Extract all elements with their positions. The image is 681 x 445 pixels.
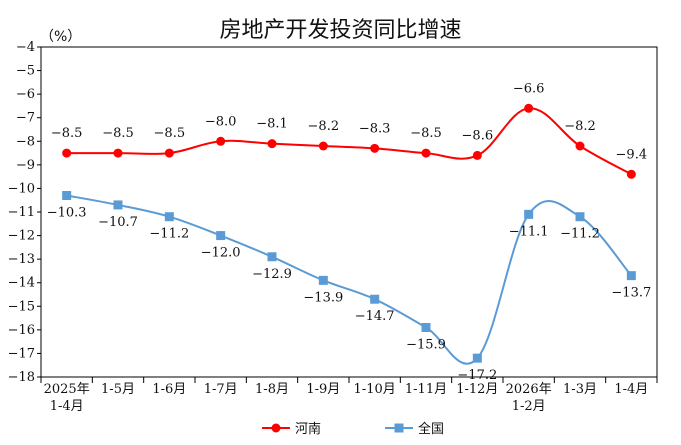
data-point	[164, 148, 174, 158]
data-label: −8.2	[564, 119, 596, 134]
data-point	[472, 150, 482, 160]
data-label: −11.1	[509, 224, 549, 239]
data-label: −15.9	[406, 338, 446, 353]
x-tick-label: 1-9月	[306, 382, 340, 397]
data-point	[472, 353, 482, 363]
y-tick-label: −8	[16, 134, 35, 149]
data-point	[113, 200, 123, 210]
legend-marker	[271, 423, 281, 433]
y-tick-label: −5	[16, 64, 35, 79]
y-axis-unit: （%）	[40, 29, 82, 45]
data-point	[421, 148, 431, 158]
data-label: −9.4	[616, 147, 648, 162]
x-tick-label: 1-12月	[456, 382, 498, 397]
data-label: −14.7	[355, 309, 395, 324]
y-tick-label: −14	[8, 276, 35, 291]
data-point	[318, 275, 328, 285]
data-label: −8.5	[410, 126, 442, 141]
x-tick-label: 1-10月	[354, 382, 396, 397]
data-point	[267, 252, 277, 262]
data-label: −11.2	[560, 227, 600, 242]
x-tick-label: 2026年	[506, 382, 552, 397]
data-label: −8.6	[462, 128, 494, 143]
data-label: −8.5	[154, 126, 186, 141]
x-tick-label: 1-11月	[405, 382, 447, 397]
series-line-henan	[66, 107, 632, 176]
data-point	[575, 212, 585, 222]
data-label: −8.5	[51, 126, 83, 141]
y-tick-label: −12	[8, 229, 35, 244]
data-point	[370, 294, 380, 304]
data-point	[421, 323, 431, 332]
data-point	[524, 209, 534, 219]
data-label: −12.9	[252, 267, 292, 282]
data-point	[62, 191, 72, 200]
data-point	[626, 169, 636, 179]
data-label: −17.2	[457, 368, 497, 383]
data-point	[216, 231, 226, 241]
y-tick-label: −9	[16, 158, 35, 173]
plot-frame	[40, 46, 658, 378]
x-tick-label: 1-8月	[255, 382, 289, 397]
data-point	[216, 136, 226, 146]
legend-marker	[394, 423, 404, 433]
x-tick-label: 1-7月	[204, 382, 238, 397]
y-tick-label: −17	[8, 346, 35, 361]
x-tick-label: 1-3月	[563, 382, 597, 397]
x-tick-label: 1-5月	[101, 382, 135, 397]
series-line-national	[66, 194, 633, 365]
data-label: −10.7	[98, 215, 138, 230]
x-tick-label: 2025年	[44, 382, 90, 397]
x-tick-label: 1-2月	[512, 399, 546, 414]
y-tick-label: −10	[8, 181, 35, 196]
data-label: −8.3	[359, 121, 391, 136]
data-point	[524, 103, 534, 113]
data-point	[267, 139, 277, 149]
y-tick-label: −7	[16, 111, 35, 126]
data-point	[318, 141, 328, 151]
y-tick-label: −11	[8, 205, 35, 220]
data-label: −8.2	[308, 119, 340, 134]
data-label: −12.0	[201, 246, 241, 261]
legend-label: 河南	[295, 421, 321, 437]
data-label: −10.3	[47, 206, 87, 221]
chart-title: 房地产开发投资同比增速	[219, 18, 462, 43]
x-tick-label: 1-4月	[614, 382, 648, 397]
data-point	[113, 148, 123, 158]
y-tick-label: −18	[8, 370, 35, 385]
x-tick-label: 1-4月	[50, 399, 84, 414]
data-label: −6.6	[513, 81, 545, 96]
y-tick-label: −4	[16, 40, 35, 55]
data-label: −11.2	[149, 227, 189, 242]
legend-label: 全国	[418, 421, 444, 437]
data-point	[626, 271, 636, 281]
y-tick-label: −6	[16, 87, 35, 102]
data-point	[164, 212, 174, 222]
y-tick-label: −15	[8, 299, 35, 314]
data-label: −8.5	[102, 126, 134, 141]
data-point	[62, 148, 72, 158]
y-tick-label: −13	[8, 252, 35, 267]
data-label: −8.0	[205, 114, 237, 129]
data-label: −13.9	[303, 290, 343, 305]
data-point	[370, 143, 380, 153]
x-tick-label: 1-6月	[152, 382, 186, 397]
data-label: −13.7	[611, 286, 651, 301]
y-tick-label: −16	[8, 323, 35, 338]
data-label: −8.1	[256, 117, 288, 132]
data-point	[575, 141, 585, 151]
